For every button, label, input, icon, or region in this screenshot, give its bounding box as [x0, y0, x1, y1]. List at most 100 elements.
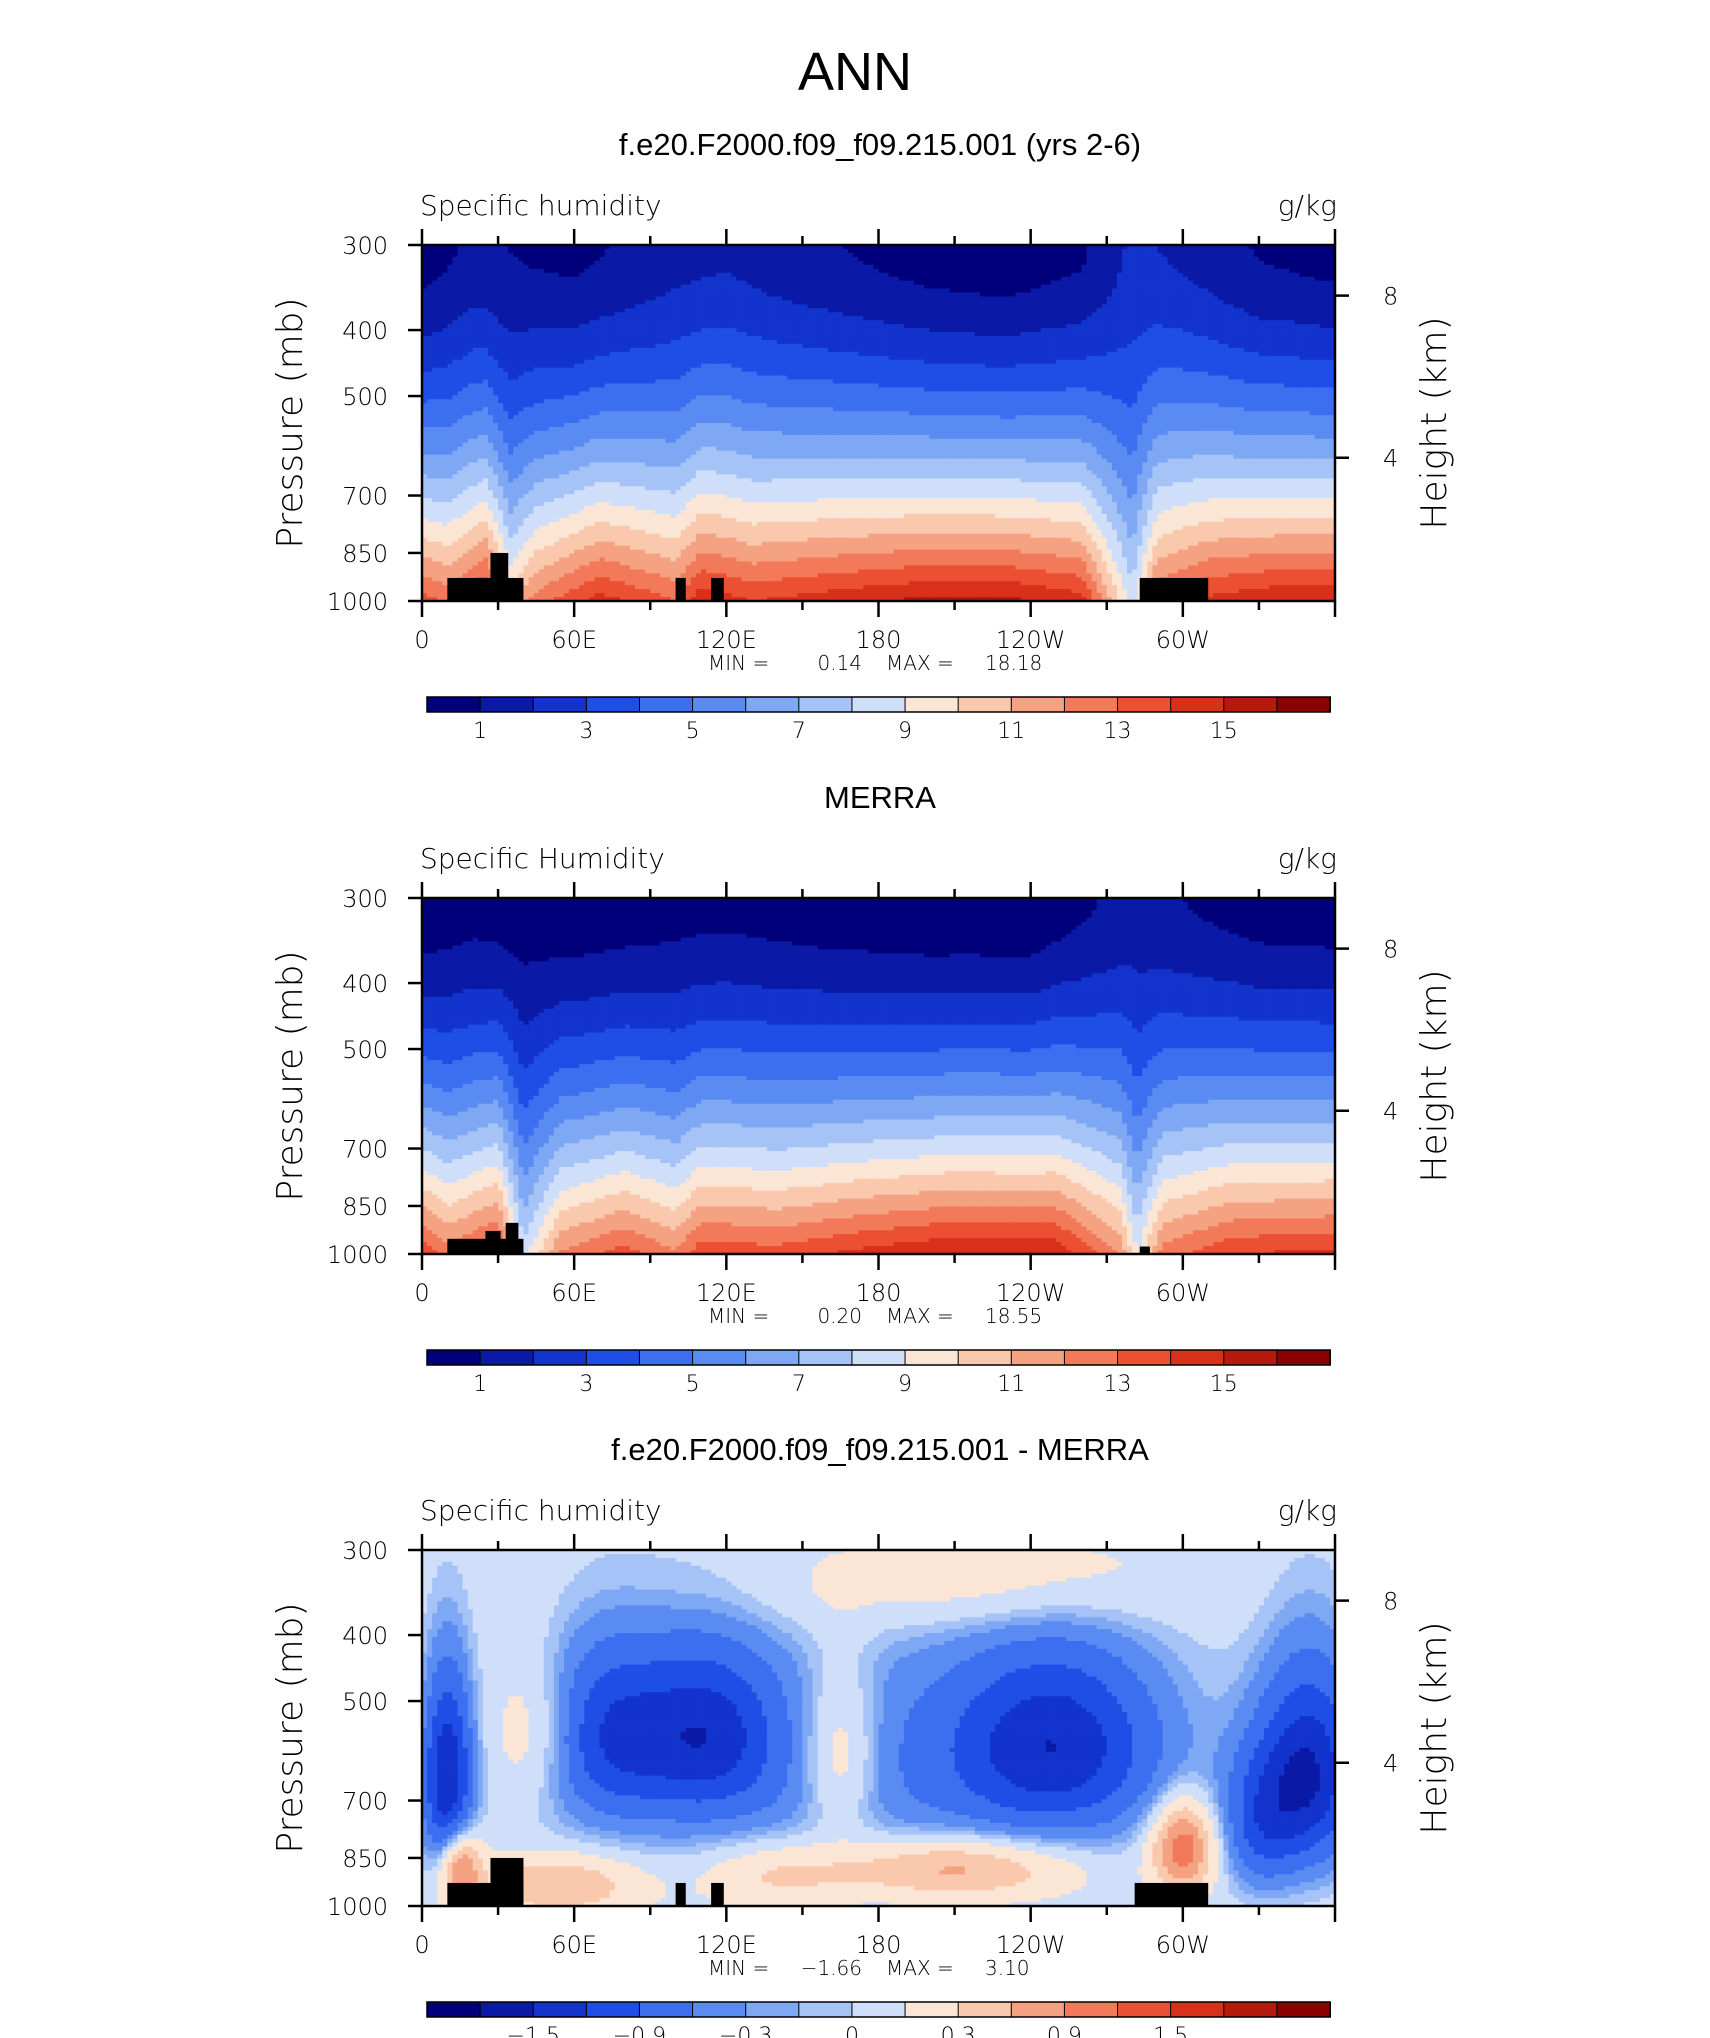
y-axis-title: Pressure (mb)	[270, 297, 311, 548]
x-tick-label: 60E	[551, 1279, 597, 1307]
panels: f.e20.F2000.f09_f09.215.001 (yrs 2-6) Spe…	[270, 127, 1455, 2038]
x-tick-label: 0	[414, 1279, 429, 1307]
colorbar-swatch	[479, 696, 535, 713]
colorbar-swatch	[1010, 1349, 1066, 1366]
min-value: −1.66	[801, 1956, 862, 1980]
colorbar-label: −0.9	[613, 2024, 666, 2038]
height-tick-label: 8	[1383, 1588, 1398, 1616]
colorbar-swatch	[638, 1349, 694, 1366]
y-tick-label: 400	[342, 1622, 388, 1650]
height-tick-label: 4	[1383, 1098, 1398, 1126]
colorbar-swatch	[638, 696, 694, 713]
y-tick-label: 300	[342, 885, 388, 913]
colorbar-swatch	[532, 1349, 588, 1366]
colorbar-swatch	[904, 2001, 960, 2018]
units-label: g/kg	[1278, 842, 1337, 875]
colorbar-swatch	[532, 696, 588, 713]
contour-field	[422, 245, 1335, 601]
x-tick-label: 60E	[551, 1931, 597, 1959]
colorbar-label: 3	[579, 1372, 593, 1397]
y-tick-label: 500	[342, 383, 388, 411]
colorbar-swatch	[1010, 696, 1066, 713]
topography-block	[1139, 1246, 1150, 1254]
colorbar-label: 7	[792, 719, 806, 744]
min-value: 0.20	[817, 1304, 862, 1328]
y-tick-label: 700	[342, 1788, 388, 1816]
colorbar-swatch	[1063, 2001, 1119, 2018]
x-tick-label: 120E	[696, 1931, 757, 1959]
x-tick-label: 120W	[996, 1931, 1066, 1959]
colorbar: 1 3 5 7 9 11 13 15	[426, 1349, 1331, 1397]
colorbar-swatch	[798, 696, 853, 713]
colorbar-swatch	[904, 696, 960, 713]
colorbar-label: 11	[997, 719, 1025, 744]
colorbar-label: 1	[473, 719, 487, 744]
colorbar-swatch	[1223, 696, 1278, 713]
x-tick-label: 0	[414, 626, 429, 654]
units-label: g/kg	[1278, 1494, 1337, 1527]
colorbar: 1 3 5 7 9 11 13 15	[426, 696, 1331, 744]
colorbar-label: 0.9	[1047, 2024, 1082, 2038]
colorbar-swatch	[1170, 2001, 1225, 2018]
y-tick-label: 700	[342, 483, 388, 511]
panel-3: f.e20.F2000.f09_f09.215.001 - MERRA Speci…	[270, 1432, 1455, 2038]
colorbar-swatch	[1223, 2001, 1278, 2018]
x-tick-label: 180	[856, 1931, 902, 1959]
colorbar-swatch	[851, 2001, 907, 2018]
y-tick-label: 400	[342, 317, 388, 345]
max-label: MAX =	[886, 1956, 954, 1980]
y-tick-label: 300	[342, 232, 388, 260]
max-value: 3.10	[985, 1956, 1030, 1980]
colorbar-frame	[426, 1349, 1331, 1366]
panel-title: f.e20.F2000.f09_f09.215.001 (yrs 2-6)	[619, 127, 1141, 162]
colorbar-swatch	[585, 1349, 641, 1366]
variable-label: Specific humidity	[420, 189, 662, 222]
colorbar-swatch	[1117, 1349, 1172, 1366]
colorbar-swatch	[1063, 1349, 1119, 1366]
y-tick-label: 850	[342, 1845, 388, 1873]
height-tick-label: 8	[1383, 283, 1398, 311]
colorbar-swatch	[426, 1349, 482, 1366]
y-tick-label: 500	[342, 1036, 388, 1064]
y-axis-title: Pressure (mb)	[270, 950, 311, 1201]
y-tick-label: 1000	[327, 1893, 388, 1921]
colorbar-label: 15	[1210, 1372, 1238, 1397]
colorbar-label: 9	[898, 1372, 912, 1397]
y-tick-label: 700	[342, 1136, 388, 1164]
panel-1: f.e20.F2000.f09_f09.215.001 (yrs 2-6) Spe…	[270, 127, 1455, 744]
colorbar-swatch	[1276, 1349, 1331, 1366]
colorbar-swatch	[479, 2001, 535, 2018]
x-tick-label: 120W	[996, 626, 1066, 654]
colorbar-swatch	[851, 696, 907, 713]
colorbar-label: 13	[1104, 719, 1132, 744]
colorbar-swatch	[1170, 1349, 1225, 1366]
min-label: MIN =	[708, 651, 769, 675]
x-tick-label: 0	[414, 1931, 429, 1959]
y-tick-label: 1000	[327, 588, 388, 616]
colorbar-swatch	[692, 1349, 747, 1366]
panel-title: MERRA	[824, 780, 936, 815]
colorbar-label: 3	[579, 719, 593, 744]
colorbar-swatch	[798, 2001, 853, 2018]
x-tick-label: 60E	[551, 626, 597, 654]
variable-label: Specific humidity	[420, 1494, 662, 1527]
colorbar-swatch	[1170, 696, 1225, 713]
max-value: 18.18	[985, 651, 1042, 675]
colorbar-label: 5	[686, 719, 700, 744]
colorbar-label: 1	[473, 1372, 487, 1397]
y-tick-label: 500	[342, 1688, 388, 1716]
x-tick-label: 180	[856, 1279, 902, 1307]
colorbar-label: 5	[686, 1372, 700, 1397]
height-tick-label: 4	[1383, 445, 1398, 473]
colorbar-swatch	[692, 696, 747, 713]
x-tick-label: 120E	[696, 1279, 757, 1307]
colorbar-label: 1.5	[1153, 2024, 1188, 2038]
x-tick-label: 60W	[1156, 1931, 1210, 1959]
x-tick-label: 120W	[996, 1279, 1066, 1307]
min-label: MIN =	[708, 1956, 769, 1980]
y-axis-title-right: Height (km)	[1414, 316, 1455, 529]
colorbar-swatch	[585, 696, 641, 713]
topography-block	[505, 1222, 519, 1254]
colorbar-swatch	[1276, 2001, 1331, 2018]
